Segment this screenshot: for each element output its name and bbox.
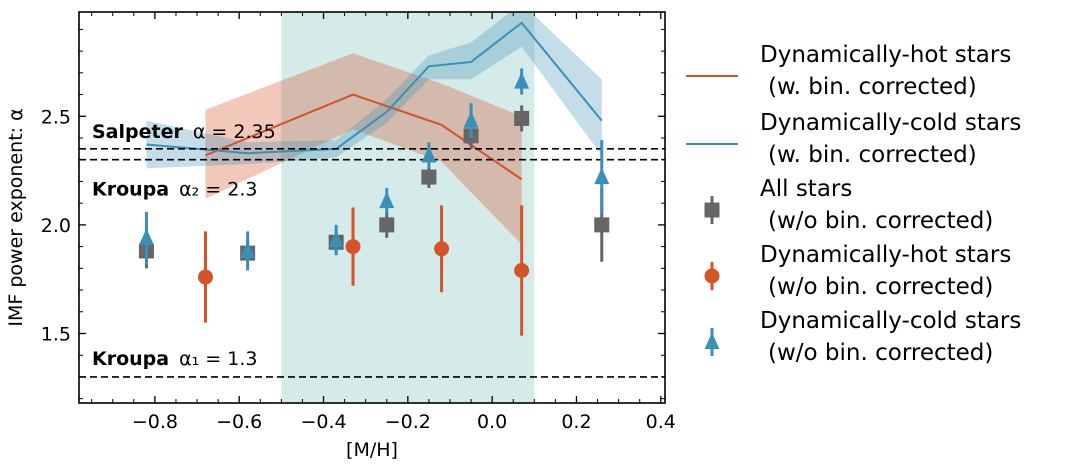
legend-label-line: (w/o bin. corrected) [768, 274, 993, 300]
legend-label-line: Dynamically-cold stars [760, 110, 1021, 136]
reference-label-0: Salpeter α = 2.35 [92, 121, 276, 143]
legend-label-3: Dynamically-hot stars (w/o bin. corrected… [760, 242, 1011, 300]
x-tick-label-5: 0.2 [561, 411, 591, 433]
legend-label-2: All stars (w/o bin. corrected) [760, 176, 993, 234]
reference-equation-1: α₂ = 2.3 [179, 179, 257, 201]
legend-marker-3 [704, 268, 720, 284]
x-tick-label-4: 0.0 [477, 411, 507, 433]
legend-label-line: Dynamically-hot stars [760, 242, 1011, 268]
reference-label-2: Kroupa α₁ = 1.3 [92, 348, 257, 370]
plot-frame [78, 11, 666, 404]
x-tick-label-6: 0.4 [646, 411, 676, 433]
axes-frame [78, 11, 666, 404]
y-tick-label-0: 1.5 [41, 323, 71, 345]
reference-line-layer [79, 148, 665, 378]
band-1 [146, 12, 602, 169]
data-point-4-5 [463, 111, 479, 128]
series-line-0 [205, 93, 523, 181]
data-point-2-6 [514, 110, 530, 126]
data-point-3-1 [345, 239, 361, 255]
reference-name-1: Kroupa [92, 179, 169, 201]
errorbar-layer [138, 68, 610, 336]
x-tick-label-3: −0.2 [385, 411, 431, 433]
reference-name-2: Kroupa [92, 348, 169, 370]
y-tick-label-2: 2.5 [41, 106, 71, 128]
data-point-3-2 [434, 241, 450, 257]
band-layer [146, 12, 602, 245]
legend-label-4: Dynamically-cold stars (w/o bin. correcte… [760, 308, 1021, 366]
data-point-4-3 [379, 191, 395, 209]
legend: Dynamically-hot stars (w. bin. corrected)… [686, 42, 1021, 366]
legend-label-0: Dynamically-hot stars (w. bin. corrected) [760, 42, 1011, 100]
x-axis-label: [M/H] [346, 439, 398, 461]
x-tick-label-2: −0.4 [300, 411, 346, 433]
legend-label-line: Dynamically-cold stars [760, 308, 1021, 334]
data-point-4-6 [514, 72, 530, 89]
data-point-2-3 [379, 217, 395, 233]
series-line-1 [146, 21, 603, 155]
legend-marker-2 [704, 202, 720, 218]
label-layer: Salpeter α = 2.35 Kroupa α₂ = 2.3 Kroupa α₁ =… [5, 106, 676, 461]
data-point-4-7 [594, 167, 610, 185]
y-axis-label: IMF power exponent: α [5, 108, 27, 326]
band-0 [205, 53, 522, 245]
legend-label-line: (w. bin. corrected) [768, 142, 977, 168]
legend-marker-4 [704, 332, 720, 350]
y-tick-label-1: 2.0 [41, 215, 71, 237]
data-point-2-7 [594, 217, 610, 233]
legend-label-line: (w. bin. corrected) [768, 74, 977, 100]
reference-equation-2: α₁ = 1.3 [179, 348, 257, 370]
legend-label-line: (w/o bin. corrected) [768, 208, 993, 234]
legend-label-line: Dynamically-hot stars [760, 42, 1011, 68]
line-layer [146, 21, 603, 181]
shaded-region [281, 12, 535, 403]
reference-label-1: Kroupa α₂ = 2.3 [92, 179, 257, 201]
data-point-4-2 [328, 230, 344, 248]
data-point-3-0 [197, 269, 213, 285]
shaded-region-layer [281, 12, 535, 403]
legend-label-line: All stars [760, 176, 852, 202]
reference-equation-0: α = 2.35 [193, 121, 276, 143]
legend-label-line: (w/o bin. corrected) [768, 340, 993, 366]
reference-name-0: Salpeter [92, 121, 183, 143]
data-point-4-1 [240, 241, 256, 259]
x-tick-label-0: −0.8 [132, 411, 178, 433]
tick-layer [79, 12, 665, 403]
data-point-4-4 [421, 145, 437, 163]
legend-label-1: Dynamically-cold stars (w. bin. corrected… [760, 110, 1021, 168]
data-point-3-3 [514, 262, 530, 278]
data-point-2-4 [421, 169, 437, 185]
x-tick-label-1: −0.6 [216, 411, 262, 433]
data-point-4-0 [138, 228, 154, 245]
